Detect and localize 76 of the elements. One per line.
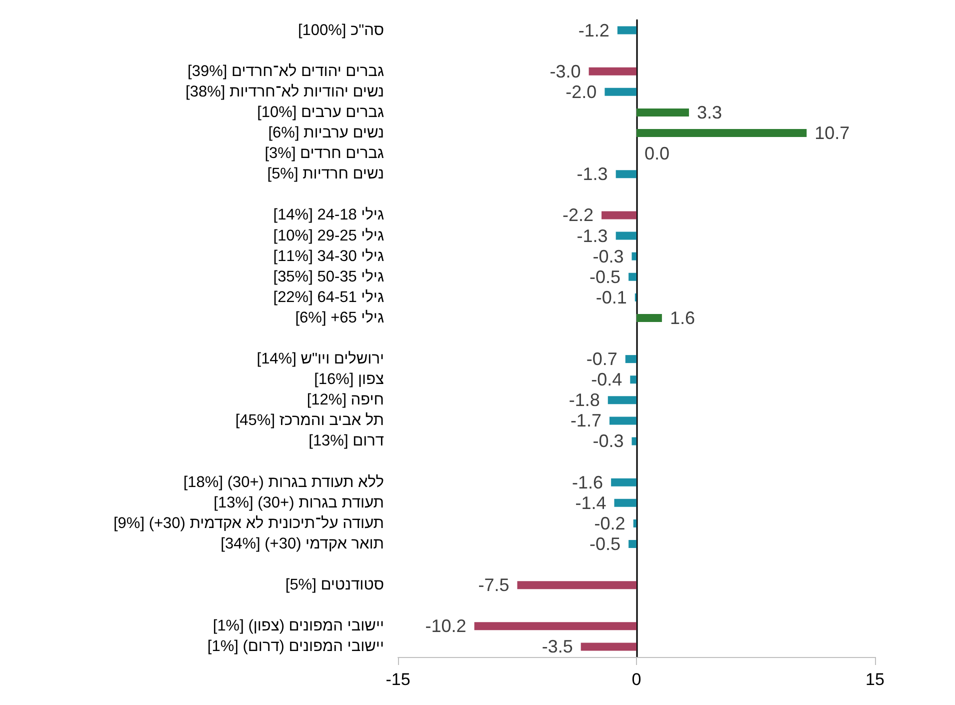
bar — [632, 437, 636, 446]
bar — [608, 396, 636, 404]
y-tick-label: יישובי המפונים (צפון) [1%] — [212, 618, 384, 635]
y-tick-label: גילי 29-25 [10%] — [273, 227, 384, 244]
y-tick-label: נשים יהודיות לא־חרדיות [38%] — [186, 83, 384, 100]
data-label: -10.2 — [425, 616, 466, 636]
data-label: -0.1 — [596, 287, 627, 308]
y-tick-label: סה"כ [100%] — [298, 22, 384, 39]
data-label: -0.2 — [594, 513, 626, 534]
bar — [632, 252, 636, 260]
data-label: -0.5 — [590, 534, 621, 554]
y-tick-label: תעודה על־תיכונית לא אקדמית (30+) [9%] — [113, 514, 384, 532]
bar — [628, 272, 636, 281]
bar — [636, 129, 807, 138]
bar — [628, 540, 636, 548]
bar — [630, 376, 636, 384]
y-tick-label: תואר אקדמי (30+) [34%] — [220, 535, 384, 552]
y-tick-label: גברים חרדים [3%] — [264, 145, 384, 162]
y-tick-label: תעודת בגרות (+30) [13%] — [214, 494, 384, 512]
data-label: -1.4 — [575, 492, 606, 513]
bar — [616, 232, 636, 240]
bar — [611, 478, 636, 486]
data-label: -1.7 — [570, 410, 602, 431]
data-label: -1.8 — [568, 390, 600, 410]
bar — [636, 314, 662, 322]
data-label: -1.3 — [576, 164, 608, 184]
x-tick-label: 15 — [866, 670, 884, 689]
data-label: -1.2 — [578, 20, 610, 40]
bar — [517, 581, 636, 590]
data-label: 1.6 — [670, 308, 695, 328]
y-tick-label: גילי 65+ [6%] — [295, 309, 384, 326]
y-tick-label: ללא תעודת בגרות (+30) [18%] — [183, 474, 384, 491]
data-label: -1.6 — [572, 472, 604, 492]
bar — [604, 88, 636, 96]
bar — [636, 108, 689, 116]
data-label: -0.4 — [591, 370, 622, 390]
x-tick-label: -15 — [386, 670, 410, 689]
data-label: -1.3 — [576, 226, 608, 246]
data-label: -7.5 — [478, 575, 510, 596]
y-tick-label: גברים ערבים [10%] — [257, 104, 384, 121]
y-tick-label: דרום [13%] — [308, 432, 384, 450]
data-label: 10.7 — [814, 123, 850, 144]
data-label: -0.7 — [586, 349, 618, 370]
bar — [633, 519, 636, 528]
y-tick-label: גברים יהודים לא־חרדים [39%] — [188, 62, 384, 80]
data-label: -2.0 — [566, 82, 597, 102]
x-tick-label: 0 — [632, 670, 642, 689]
bar — [588, 67, 636, 76]
data-label: -0.3 — [592, 246, 624, 266]
bar — [602, 211, 636, 220]
data-label: -0.5 — [590, 266, 621, 287]
data-label: -3.0 — [550, 61, 581, 82]
y-tick-label: גילי 24-18 [14%] — [273, 206, 384, 224]
data-label: -2.2 — [562, 205, 594, 226]
y-tick-label: גילי 50-35 [35%] — [273, 268, 384, 286]
data-label: -0.3 — [592, 431, 624, 452]
bar — [580, 642, 636, 651]
y-tick-label: גילי 34-30 [11%] — [273, 248, 384, 265]
bar — [609, 416, 636, 425]
y-tick-label: יישובי המפונים (דרום) [1%] — [207, 638, 384, 656]
y-tick-label: צפון [16%] — [314, 371, 384, 388]
bar — [614, 498, 636, 507]
bar — [474, 622, 636, 630]
y-tick-label: נשים חרדיות [5%] — [267, 166, 384, 183]
y-tick-label: נשים ערביות [6%] — [268, 124, 384, 142]
y-tick-label: סטודנטים [5%] — [285, 576, 384, 594]
data-label: 3.3 — [696, 102, 722, 122]
y-tick-label: תל אביב והמרכז [45%] — [235, 412, 384, 430]
bar — [617, 26, 636, 34]
bar — [625, 355, 636, 364]
bar — [616, 170, 636, 178]
y-tick-label: ירושלים ויו"ש [14%] — [256, 350, 384, 368]
data-label: -3.5 — [542, 636, 573, 657]
y-tick-label: גילי 64-51 [22%] — [273, 288, 384, 306]
data-label: 0.0 — [644, 144, 670, 164]
y-tick-label: חיפה [12%] — [306, 392, 384, 409]
